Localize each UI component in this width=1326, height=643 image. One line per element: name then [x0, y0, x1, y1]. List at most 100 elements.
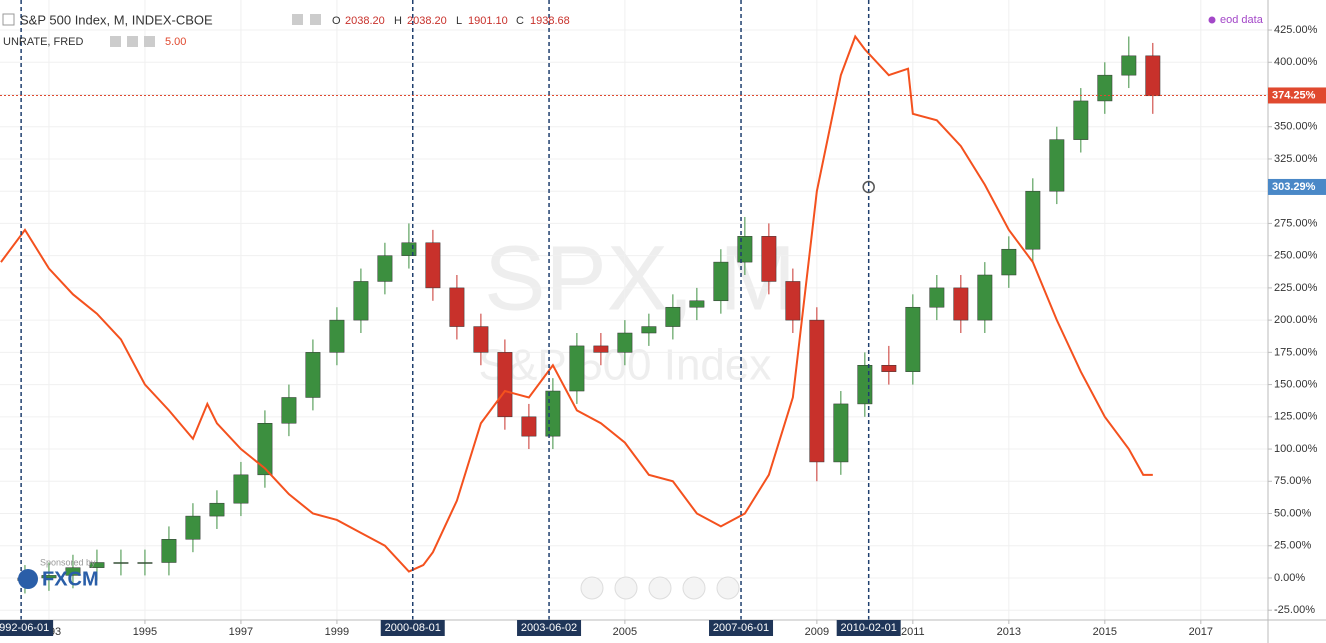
sponsor-text: Sponsored by	[40, 557, 96, 567]
candle-body	[497, 352, 513, 418]
chart-title: S&P 500 Index, M, INDEX-CBOE	[20, 12, 213, 27]
logo-icon	[18, 569, 38, 589]
unrate-line	[0, 34, 1153, 573]
date-label-box	[836, 620, 901, 636]
candle-body	[641, 326, 657, 334]
settings-icon[interactable]	[127, 36, 138, 47]
x-tick-label: 2009	[805, 626, 829, 638]
y-tick-label: 25.00%	[1274, 540, 1312, 552]
candle-body	[929, 287, 945, 308]
reset-button[interactable]	[648, 576, 672, 600]
y-tick-label: 250.00%	[1274, 250, 1318, 262]
overlay: 425.00%400.00%375.00%350.00%325.00%300.0…	[0, 24, 1326, 638]
ohlc-label: O	[332, 15, 341, 27]
candle-body	[737, 236, 753, 263]
candle-body	[233, 474, 249, 504]
candle-body	[593, 345, 609, 353]
y-tick-label: 275.00%	[1274, 217, 1318, 229]
candle-body	[1121, 55, 1137, 76]
date-label: 2010-02-01	[841, 622, 897, 634]
ohlc-label: L	[456, 15, 462, 27]
candle-body	[257, 423, 273, 476]
candle-body	[545, 390, 561, 437]
collapse-icon[interactable]	[2, 13, 15, 26]
candle-body	[689, 300, 705, 308]
source-note: eod data	[1220, 14, 1264, 26]
header: S&P 500 Index, M, INDEX-CBOE O 2038.20 H…	[2, 12, 1264, 48]
y-tick-label: 75.00%	[1274, 475, 1312, 487]
x-tick-label: 1995	[133, 626, 157, 638]
x-tick-label: 2013	[997, 626, 1021, 638]
candle-body	[401, 242, 417, 256]
x-tick-label: 2017	[1189, 626, 1213, 638]
date-label: 1992-06-01	[0, 622, 49, 634]
x-tick-label: 2005	[613, 626, 637, 638]
sponsor: Sponsored by FXCM	[18, 557, 99, 590]
candle-body	[305, 352, 321, 398]
overlay-value: 5.00	[165, 36, 186, 48]
status-dot	[1208, 16, 1216, 24]
y-tick-label: 50.00%	[1274, 507, 1312, 519]
eye-icon[interactable]	[110, 36, 121, 47]
price-label: 374.25%	[1272, 89, 1316, 101]
candle-body	[425, 242, 441, 289]
y-tick-label: 150.00%	[1274, 378, 1318, 390]
date-label: 2003-06-02	[521, 622, 577, 634]
candle-body	[809, 319, 825, 463]
zoom-in-button[interactable]	[682, 576, 706, 600]
candle-body	[209, 502, 225, 517]
y-tick-label: 200.00%	[1274, 314, 1318, 326]
eye-icon[interactable]	[292, 14, 303, 25]
candle-body	[665, 306, 681, 327]
price-label-box	[1268, 87, 1326, 104]
candle-body	[137, 562, 153, 564]
candle-body	[521, 416, 537, 437]
candle-body	[449, 287, 465, 327]
date-label: 2007-06-01	[713, 622, 769, 634]
x-tick-label: 2011	[901, 626, 925, 638]
candle-body	[785, 281, 801, 321]
y-tick-label: -25.00%	[1274, 604, 1315, 616]
close-icon[interactable]	[144, 36, 155, 47]
candle-body	[857, 364, 873, 405]
y-tick-label: 350.00%	[1274, 121, 1318, 133]
price-label: 303.29%	[1272, 181, 1316, 193]
price-label-box	[1268, 178, 1326, 195]
candle-body	[1097, 74, 1113, 102]
candle-body	[977, 274, 993, 321]
candle-body	[761, 236, 777, 282]
date-label-box	[517, 620, 582, 636]
plot	[0, 0, 1268, 620]
candle-body	[569, 345, 585, 392]
y-tick-label: 100.00%	[1274, 443, 1318, 455]
scroll-right-button[interactable]	[716, 576, 740, 600]
y-tick-label: 225.00%	[1274, 282, 1318, 294]
zoom-out-button[interactable]	[614, 576, 638, 600]
settings-icon[interactable]	[310, 14, 321, 25]
ohlc-value: 2038.20	[345, 15, 385, 27]
scroll-left-button[interactable]	[580, 576, 604, 600]
y-tick-label: 125.00%	[1274, 411, 1318, 423]
candle-body	[281, 397, 297, 424]
overlay-title: UNRATE, FRED	[3, 36, 84, 48]
candle-body	[89, 562, 105, 568]
candle-body	[41, 575, 57, 579]
candle-body	[65, 567, 81, 576]
crosshair	[862, 180, 875, 194]
y-tick-label: 0.00%	[1274, 572, 1305, 584]
candle-body	[185, 515, 201, 540]
logo: FXCM	[42, 568, 99, 590]
nav-buttons	[580, 576, 740, 600]
x-tick-label: 1999	[325, 626, 349, 638]
date-label-box	[380, 620, 445, 636]
x-tick-label: 2015	[1093, 626, 1117, 638]
y-tick-label: 425.00%	[1274, 24, 1318, 36]
date-label: 2000-08-01	[385, 622, 441, 634]
candle-body	[881, 364, 897, 372]
candle-body	[473, 326, 489, 353]
candle-body	[1073, 100, 1089, 140]
ohlc-value: 2038.20	[407, 15, 447, 27]
candle-body	[617, 332, 633, 353]
